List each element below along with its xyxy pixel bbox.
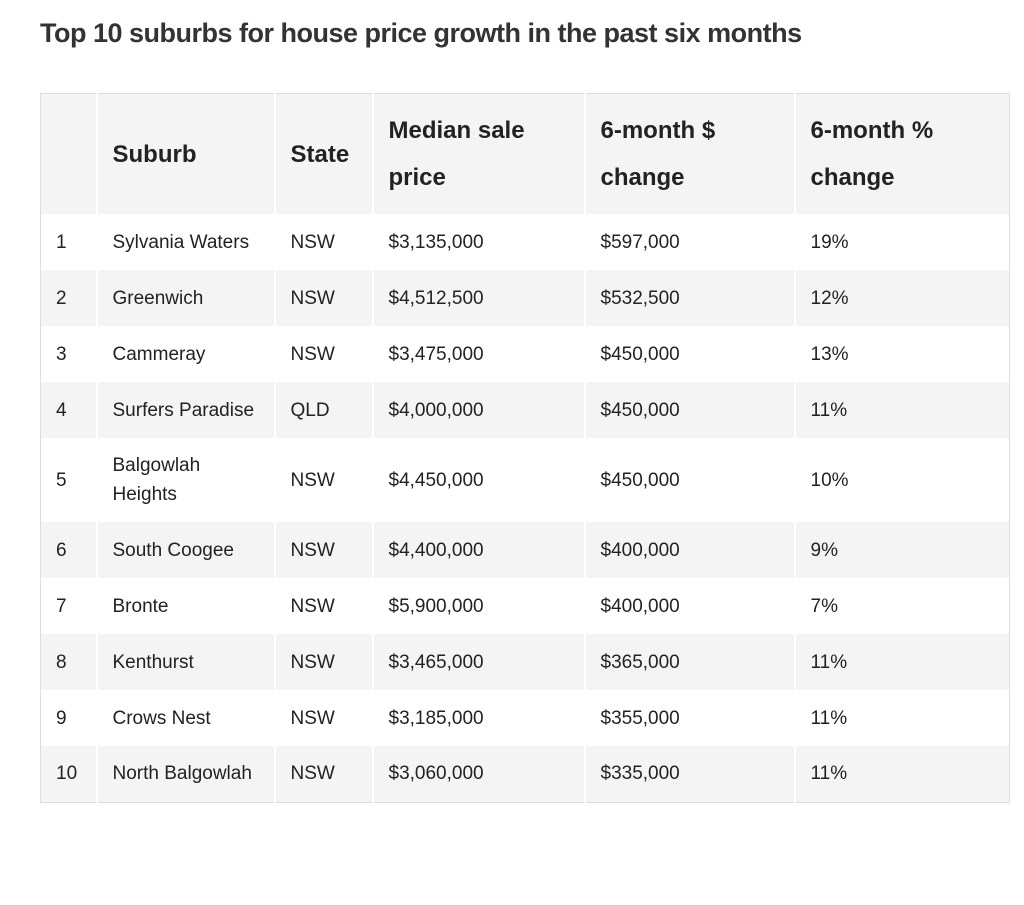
table-row: 1 Sylvania Waters NSW $3,135,000 $597,000 19% (40, 214, 1010, 270)
table-cell: $3,185,000 (372, 690, 586, 746)
table-cell: NSW (274, 634, 374, 690)
table-row: 8 Kenthurst NSW $3,465,000 $365,000 11% (40, 634, 1010, 690)
table-cell: 19% (810, 231, 849, 253)
table-cell: Kenthurst (96, 634, 276, 690)
table-cell: $3,135,000 (372, 214, 586, 270)
table-cell: 10% (810, 469, 849, 491)
table-cell: NSW (274, 746, 374, 802)
table-cell: NSW (274, 326, 374, 382)
table-cell: 13% (810, 343, 849, 365)
table-cell: 7 (40, 578, 98, 634)
table-cell: $4,512,500 (372, 270, 586, 326)
header-cell: 6-month % change (794, 93, 1010, 214)
table-cell: NSW (274, 270, 374, 326)
table-cell: 11% (794, 746, 1010, 802)
table-cell: $450,000 (584, 438, 796, 522)
table-cell: $4,000,000 (372, 382, 586, 438)
table-cell: 5 (40, 438, 98, 522)
table-row: 7 Bronte NSW $5,900,000 $400,000 7% (40, 578, 1010, 634)
table-cell: 12% (794, 270, 1010, 326)
table-cell: North Balgowlah (96, 746, 276, 802)
table-cell: South Coogee (96, 522, 276, 578)
table-cell: $597,000 (584, 214, 796, 270)
table-row: 4 Surfers Paradise QLD $4,000,000 $450,000 11… (40, 382, 1010, 438)
table-cell: 9 (40, 690, 98, 746)
table: Suburb State Median sale price 6-month $ ch… (40, 93, 1010, 803)
table-row: 9 Crows Nest NSW $3,185,000 $355,000 11% (40, 690, 1010, 746)
table-cell: $5,900,000 (372, 578, 586, 634)
table-cell: NSW (274, 522, 374, 578)
table-cell: 11% (794, 382, 1010, 438)
header-row: Suburb State Median sale price 6-month $ ch… (40, 93, 1010, 214)
table-row: 10 North Balgowlah NSW $3,060,000 $335,000 11… (40, 746, 1010, 802)
table-cell: $4,400,000 (372, 522, 586, 578)
table-cell: Cammeray (96, 326, 276, 382)
table-row: 5 Balgowlah Heights NSW $4,450,000 $450,000 1… (40, 438, 1010, 522)
header-cell: 6-month $ change (584, 93, 796, 214)
table-cell: Crows Nest (96, 690, 276, 746)
table-cell: NSW (274, 690, 374, 746)
table-cell: 3 (40, 326, 98, 382)
table-cell: $3,060,000 (372, 746, 586, 802)
header-cell (40, 93, 98, 214)
table-cell: Greenwich (96, 270, 276, 326)
table-cell: 4 (40, 382, 98, 438)
table-cell: $3,465,000 (372, 634, 586, 690)
table-cell: 6 (40, 522, 98, 578)
header-cell: Suburb (96, 93, 276, 214)
table-cell: NSW (274, 578, 374, 634)
table-cell: $335,000 (584, 746, 796, 802)
table-cell: 7% (810, 595, 838, 617)
table-cell: $400,000 (584, 578, 796, 634)
table-cell: 1 (40, 214, 98, 270)
table-row: 3 Cammeray NSW $3,475,000 $450,000 13% (40, 326, 1010, 382)
header-cell: State (274, 93, 374, 214)
table-cell: Surfers Paradise (96, 382, 276, 438)
title: Top 10 suburbs for house price growth in… (40, 18, 802, 48)
table-cell: Bronte (96, 578, 276, 634)
table-cell: $450,000 (584, 382, 796, 438)
table-cell: Sylvania Waters (96, 214, 276, 270)
table-cell: NSW (274, 214, 374, 270)
table-cell: $365,000 (584, 634, 796, 690)
table-cell: 11% (794, 634, 1010, 690)
table-cell: NSW (274, 438, 374, 522)
header-cell: Median sale price (372, 93, 586, 214)
table-cell: $3,475,000 (372, 326, 586, 382)
table-cell: 11% (810, 707, 848, 729)
table-cell: $4,450,000 (372, 438, 586, 522)
table-cell: 2 (40, 270, 98, 326)
table-cell: 8 (40, 634, 98, 690)
table-cell: $355,000 (584, 690, 796, 746)
table-cell: $450,000 (584, 326, 796, 382)
table-cell: 9% (794, 522, 1010, 578)
table-row: 6 South Coogee NSW $4,400,000 $400,000 9% (40, 522, 1010, 578)
table-cell: $400,000 (584, 522, 796, 578)
table-cell: QLD (274, 382, 374, 438)
table-cell: $532,500 (584, 270, 796, 326)
table-cell: Balgowlah Heights (96, 438, 276, 522)
table-cell: 10 (40, 746, 98, 802)
table-row: 2 Greenwich NSW $4,512,500 $532,500 12% (40, 270, 1010, 326)
